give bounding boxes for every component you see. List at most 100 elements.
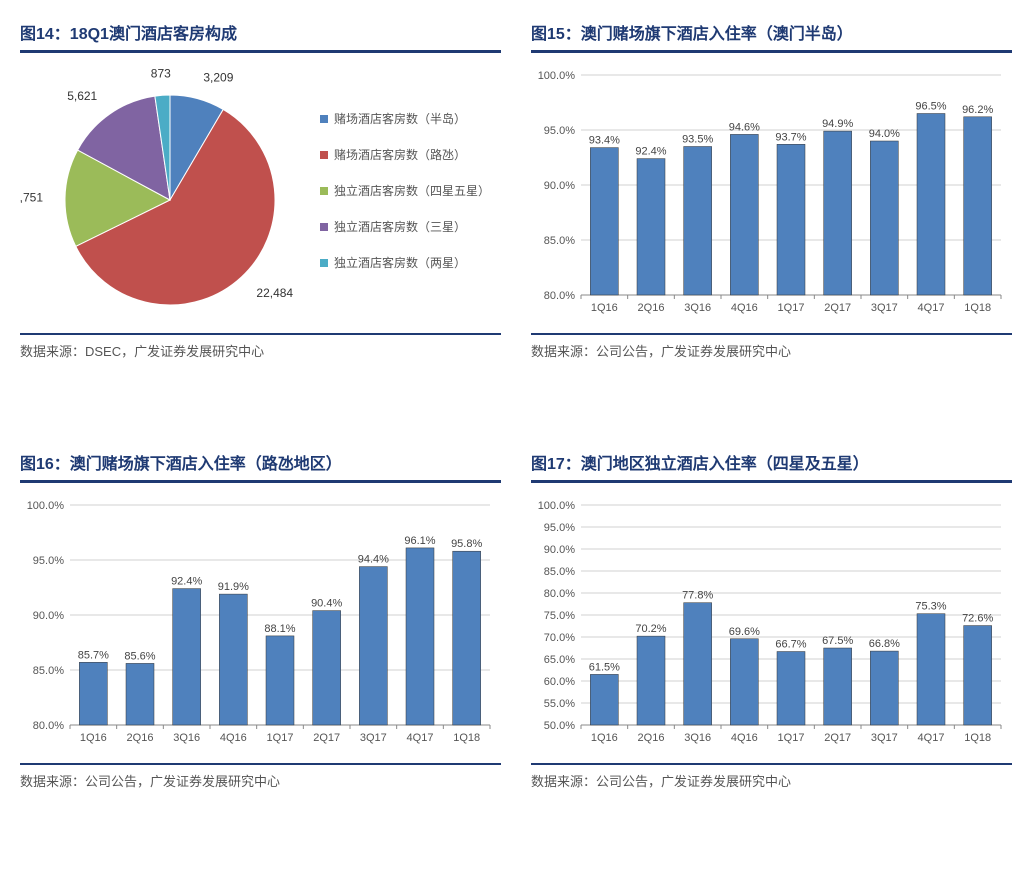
- bar: [684, 603, 712, 725]
- y-tick-label: 80.0%: [33, 720, 64, 732]
- panel-bar3-title: 图17：澳门地区独立酒店入住率（四星及五星）: [531, 450, 1012, 483]
- bar-value-label: 85.7%: [78, 649, 109, 661]
- x-tick-label: 1Q18: [964, 302, 991, 314]
- bar: [964, 626, 992, 725]
- bar-value-label: 95.8%: [451, 538, 482, 550]
- bar: [637, 636, 665, 725]
- x-tick-label: 3Q17: [360, 732, 387, 744]
- x-tick-label: 1Q16: [591, 302, 618, 314]
- bar-value-label: 96.2%: [962, 104, 993, 116]
- y-tick-label: 85.0%: [544, 566, 575, 578]
- x-tick-label: 1Q18: [964, 732, 991, 744]
- bar-value-label: 66.8%: [869, 638, 900, 650]
- bar-value-label: 92.4%: [635, 146, 666, 158]
- y-tick-label: 75.0%: [544, 610, 575, 622]
- bar: [824, 648, 852, 725]
- bar: [964, 117, 992, 295]
- bar-value-label: 96.5%: [915, 101, 946, 113]
- panel-bar2-source: 数据来源：公司公告，广发证券发展研究中心: [20, 763, 501, 790]
- panel-bar2: 图16：澳门赌场旗下酒店入住率（路氹地区） 80.0%85.0%90.0%95.…: [20, 450, 501, 790]
- x-tick-label: 1Q18: [453, 732, 480, 744]
- panel-bar1-title: 图15：澳门赌场旗下酒店入住率（澳门半岛）: [531, 20, 1012, 53]
- panel-pie-title: 图14：18Q1澳门酒店客房构成: [20, 20, 501, 53]
- bar-value-label: 88.1%: [264, 623, 295, 635]
- panel-bar1-source: 数据来源：公司公告，广发证券发展研究中心: [531, 333, 1012, 360]
- panel-bar3: 图17：澳门地区独立酒店入住率（四星及五星） 50.0%55.0%60.0%65…: [531, 450, 1012, 790]
- y-tick-label: 50.0%: [544, 720, 575, 732]
- x-tick-label: 2Q17: [824, 302, 851, 314]
- bar: [637, 159, 665, 295]
- bar-value-label: 91.9%: [218, 581, 249, 593]
- y-tick-label: 100.0%: [27, 500, 65, 512]
- bar-value-label: 93.5%: [682, 134, 713, 146]
- panel-bar2-chart: 80.0%85.0%90.0%95.0%100.0%85.7%1Q1685.6%…: [20, 495, 501, 755]
- bar: [126, 663, 154, 725]
- bar-value-label: 67.5%: [822, 635, 853, 647]
- bar-value-label: 94.6%: [729, 121, 760, 133]
- legend-label: 独立酒店客房数（两星）: [334, 255, 466, 270]
- bar-value-label: 93.4%: [589, 135, 620, 147]
- bar-value-label: 92.4%: [171, 576, 202, 588]
- bar-value-label: 66.7%: [775, 639, 806, 651]
- legend-swatch: [320, 223, 328, 231]
- bar: [730, 134, 758, 295]
- x-tick-label: 1Q17: [778, 302, 805, 314]
- bar: [777, 652, 805, 725]
- panel-pie-source: 数据来源：DSEC，广发证券发展研究中心: [20, 333, 501, 360]
- bar: [359, 567, 387, 725]
- bar: [824, 131, 852, 295]
- x-tick-label: 4Q17: [918, 732, 945, 744]
- bar: [590, 148, 618, 295]
- x-tick-label: 4Q16: [220, 732, 247, 744]
- bar-value-label: 77.8%: [682, 590, 713, 602]
- y-tick-label: 80.0%: [544, 290, 575, 302]
- legend-label: 赌场酒店客房数（路氹）: [334, 147, 466, 162]
- x-tick-label: 4Q17: [918, 302, 945, 314]
- x-tick-label: 2Q16: [127, 732, 154, 744]
- legend-label: 独立酒店客房数（三星）: [334, 219, 466, 234]
- pie-value-label: 5,621: [67, 89, 97, 103]
- y-tick-label: 80.0%: [544, 588, 575, 600]
- x-tick-label: 4Q17: [407, 732, 434, 744]
- y-tick-label: 70.0%: [544, 632, 575, 644]
- bar: [917, 614, 945, 725]
- panel-pie-chart: 3,209 22,484 5,751 5,621 873 赌场酒店客房数（半岛） 赌场酒店客…: [20, 65, 501, 325]
- bar: [870, 141, 898, 295]
- bar: [453, 551, 481, 725]
- x-tick-label: 1Q16: [591, 732, 618, 744]
- bar: [684, 147, 712, 296]
- pie-value-label: 3,209: [203, 70, 233, 84]
- x-tick-label: 2Q16: [638, 732, 665, 744]
- y-tick-label: 90.0%: [544, 180, 575, 192]
- y-tick-label: 90.0%: [33, 610, 64, 622]
- panel-pie: 图14：18Q1澳门酒店客房构成 3,209 22,484 5,751 5,621 87…: [20, 20, 501, 360]
- legend-label: 赌场酒店客房数（半岛）: [334, 111, 466, 126]
- bar-value-label: 70.2%: [635, 623, 666, 635]
- y-tick-label: 95.0%: [544, 125, 575, 137]
- x-tick-label: 1Q16: [80, 732, 107, 744]
- bar-value-label: 94.9%: [822, 118, 853, 130]
- bar: [777, 144, 805, 295]
- bar: [173, 589, 201, 725]
- pie-value-label: 5,751: [20, 191, 43, 205]
- y-tick-label: 100.0%: [538, 70, 576, 82]
- x-tick-label: 4Q16: [731, 302, 758, 314]
- y-tick-label: 65.0%: [544, 654, 575, 666]
- x-tick-label: 2Q16: [638, 302, 665, 314]
- legend-swatch: [320, 259, 328, 267]
- y-tick-label: 95.0%: [33, 555, 64, 567]
- y-tick-label: 55.0%: [544, 698, 575, 710]
- legend-swatch: [320, 115, 328, 123]
- bar: [313, 611, 341, 725]
- x-tick-label: 1Q17: [267, 732, 294, 744]
- pie-value-label: 22,484: [256, 286, 293, 300]
- x-tick-label: 3Q16: [684, 732, 711, 744]
- bar: [730, 639, 758, 725]
- pie-value-label: 873: [151, 66, 171, 80]
- y-tick-label: 90.0%: [544, 544, 575, 556]
- x-tick-label: 3Q16: [684, 302, 711, 314]
- bar-value-label: 93.7%: [775, 131, 806, 143]
- x-tick-label: 4Q16: [731, 732, 758, 744]
- panel-bar3-chart: 50.0%55.0%60.0%65.0%70.0%75.0%80.0%85.0%…: [531, 495, 1012, 755]
- x-tick-label: 3Q17: [871, 732, 898, 744]
